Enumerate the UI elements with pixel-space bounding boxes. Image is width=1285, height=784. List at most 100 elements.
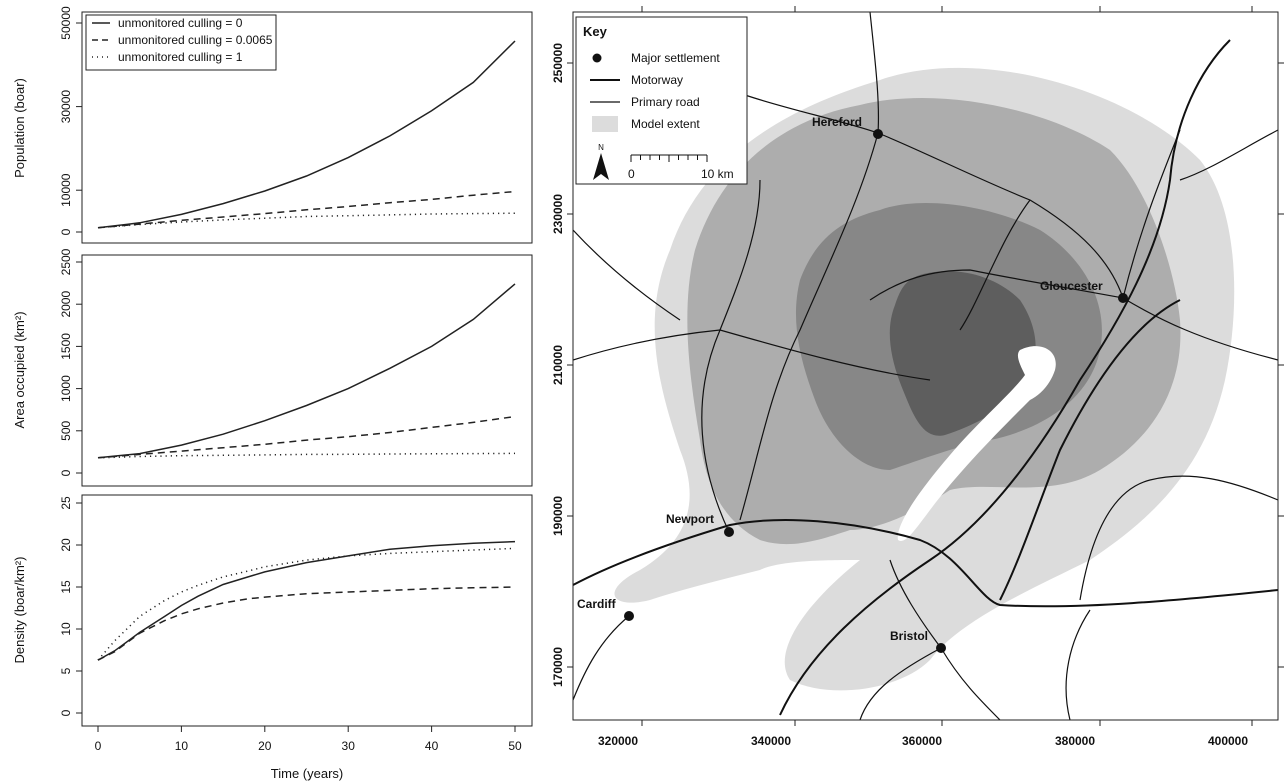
map-tick-marks — [567, 6, 1284, 726]
map-key: Key Major settlement Motorway Primary ro… — [575, 16, 748, 185]
y-tick-label: 15 — [59, 580, 73, 594]
x-tick-label: 20 — [258, 739, 272, 753]
primary-road — [889, 559, 942, 649]
primary-road — [573, 229, 681, 321]
y-tick-label: 5 — [59, 667, 73, 674]
legend-entry: unmonitored culling = 1 — [118, 50, 243, 64]
density-panel: 0 5 10 15 20 25 0 10 20 30 40 50 Density (boar/km²… — [12, 494, 533, 781]
series-line-dashed — [97, 586, 516, 661]
y-axis-label: Population (boar) — [12, 78, 27, 178]
plot-frame — [81, 11, 533, 244]
map-x-ticks: 320000 340000 360000 380000 400000 — [598, 734, 1248, 748]
area-panel: 0 500 1000 1500 2000 2500 Area occupied (km²) — [12, 248, 533, 487]
north-label: N — [598, 143, 604, 152]
model-extent-core — [889, 271, 1036, 436]
y-tick-label: 0 — [59, 228, 73, 235]
series-line-solid — [97, 540, 516, 661]
motorway — [999, 299, 1181, 601]
primary-road — [1079, 475, 1278, 601]
settlement-marker — [873, 129, 883, 139]
series-lines — [97, 283, 516, 459]
y-axis: 0 5 10 15 20 25 — [59, 496, 82, 716]
map-x-tick: 380000 — [1055, 734, 1095, 748]
map-x-tick: 340000 — [751, 734, 791, 748]
y-tick-label: 0 — [59, 469, 73, 476]
y-tick-label: 1000 — [59, 375, 73, 402]
legend-entry: unmonitored culling = 0.0065 — [118, 33, 273, 47]
series-line-dotted — [97, 212, 516, 229]
settlement-label: Bristol — [890, 629, 928, 643]
map-x-tick: 320000 — [598, 734, 638, 748]
settlement-marker — [1118, 293, 1128, 303]
map-frame — [572, 11, 1279, 721]
primary-road — [869, 269, 1124, 301]
primary-road — [1179, 129, 1278, 181]
y-tick-label: 2000 — [59, 291, 73, 318]
plot-frame — [81, 494, 533, 727]
series-lines — [97, 40, 516, 229]
y-axis: 0 10000 30000 50000 — [59, 6, 82, 235]
x-tick-label: 10 — [175, 739, 189, 753]
y-axis-label: Density (boar/km²) — [12, 557, 27, 664]
settlement-marker — [724, 527, 734, 537]
y-axis: 0 500 1000 1500 2000 2500 — [59, 248, 82, 476]
key-box — [575, 16, 748, 185]
settlement-marker — [624, 611, 634, 621]
map-x-tick: 360000 — [902, 734, 942, 748]
primary-road — [573, 329, 931, 381]
y-tick-label: 500 — [59, 420, 73, 440]
motorways — [573, 39, 1278, 716]
legend-entry: unmonitored culling = 0 — [118, 16, 243, 30]
key-settlement-symbol — [592, 53, 602, 63]
scale-end-label: 10 km — [701, 167, 734, 181]
key-extent-symbol — [592, 116, 618, 132]
primary-road — [1065, 609, 1091, 720]
settlement-label: Newport — [666, 512, 714, 526]
primary-road — [1122, 129, 1181, 299]
key-item: Model extent — [631, 117, 700, 131]
scale-start-label: 0 — [628, 167, 635, 181]
series-lines — [97, 540, 516, 661]
series-line-dotted — [97, 452, 516, 459]
series-line-dashed — [97, 415, 516, 459]
series-line-dashed — [97, 190, 516, 229]
map-panel: 320000 340000 360000 380000 400000 25000… — [551, 6, 1284, 748]
settlement-marker — [936, 643, 946, 653]
y-tick-label: 10 — [59, 622, 73, 636]
y-tick-label: 20 — [59, 538, 73, 552]
scale-bar — [630, 154, 708, 162]
map-y-tick: 250000 — [551, 43, 565, 83]
key-title: Key — [583, 24, 608, 39]
x-tick-label: 40 — [425, 739, 439, 753]
map-x-tick: 400000 — [1208, 734, 1248, 748]
key-item: Major settlement — [631, 51, 720, 65]
y-axis-label: Area occupied (km²) — [12, 311, 27, 428]
settlement-label: Hereford — [812, 115, 862, 129]
motorway — [779, 39, 1231, 716]
x-tick-label: 0 — [95, 739, 102, 753]
primary-road — [940, 647, 1001, 720]
map-y-tick: 170000 — [551, 647, 565, 687]
map-y-tick: 230000 — [551, 194, 565, 234]
y-tick-label: 10000 — [59, 173, 73, 207]
y-tick-label: 1500 — [59, 333, 73, 360]
primary-road — [869, 12, 880, 134]
y-tick-label: 25 — [59, 496, 73, 510]
series-line-dotted — [97, 547, 516, 661]
legend: unmonitored culling = 0 unmonitored cull… — [85, 14, 277, 71]
map-y-tick: 210000 — [551, 345, 565, 385]
y-tick-label: 50000 — [59, 6, 73, 40]
primary-road — [859, 647, 942, 720]
series-line-solid — [97, 283, 516, 459]
x-tick-label: 50 — [508, 739, 522, 753]
primary-road — [744, 94, 879, 134]
x-tick-label: 30 — [342, 739, 356, 753]
legend-box — [85, 14, 277, 71]
settlements: Hereford Gloucester Newport Cardiff Bris… — [577, 115, 1128, 653]
estuary — [897, 346, 1056, 541]
map-y-ticks: 250000 230000 210000 190000 170000 — [551, 43, 565, 687]
x-axis: 0 10 20 30 40 50 — [95, 726, 522, 753]
plot-frame — [81, 254, 533, 487]
x-axis-label: Time (years) — [271, 766, 343, 781]
